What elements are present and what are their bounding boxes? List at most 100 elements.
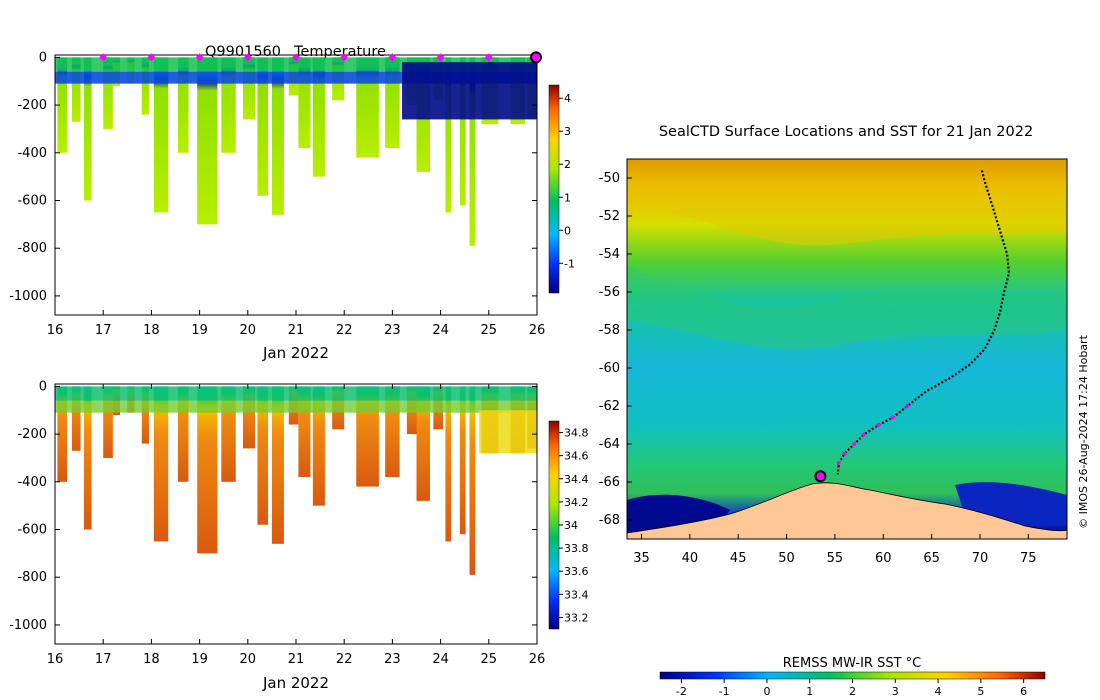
x-tick-label: 20 <box>240 323 257 338</box>
surface-marker <box>388 53 397 62</box>
latest-position-marker <box>814 470 827 483</box>
surface-mixed-layer <box>55 386 537 401</box>
colorbar-tick-label: 2 <box>564 158 571 171</box>
salinity-axes: 16 17 18 19 20 21 22 23 24 25 26 0 -200 -400 -600 -800 -… <box>9 379 545 667</box>
colorbar-tick-label: 6 <box>1020 685 1027 698</box>
colorbar-tick-label: 34 <box>564 519 578 532</box>
profile-column <box>459 386 466 535</box>
x-tick-label: 18 <box>143 323 160 338</box>
profile-column <box>57 386 68 482</box>
x-tick-label: 70 <box>972 551 989 566</box>
y-tick-label: -64 <box>599 437 620 452</box>
temperature-data-layer <box>55 57 537 246</box>
x-tick-label: 21 <box>288 323 305 338</box>
profile-column <box>257 57 269 196</box>
x-tick-label: 45 <box>730 551 747 566</box>
colorbar-tick-label: 1 <box>806 685 813 698</box>
colorbar-tick-label: 2 <box>849 685 856 698</box>
colorbar-tick-label: 3 <box>564 125 571 138</box>
colorbar-tick-label: 33.2 <box>564 611 589 624</box>
surface-marker <box>99 53 108 62</box>
x-tick-label: 23 <box>384 652 401 667</box>
salinity-colorbar <box>548 420 560 630</box>
profile-column <box>271 57 284 215</box>
salinity-xlabel: Jan 2022 <box>262 674 329 692</box>
colorbar-tick-label: 4 <box>935 685 942 698</box>
colorbar-tick-label: 0 <box>564 224 571 237</box>
recent-position <box>852 442 857 446</box>
profile-column <box>103 386 113 458</box>
surface-marker <box>292 53 300 62</box>
surface-marker <box>340 53 349 62</box>
x-tick-label: 35 <box>633 551 650 566</box>
y-tick-label: -60 <box>599 361 620 376</box>
profile-column <box>197 57 218 225</box>
profile-column <box>57 57 68 153</box>
y-tick-label: -800 <box>17 570 47 585</box>
profile-column <box>83 386 92 530</box>
temperature-title-id: Q9901560 <box>205 44 281 60</box>
profile-column <box>459 57 466 206</box>
credit-text: © IMOS 26-Aug-2024 17:24 Hobart <box>1077 334 1090 528</box>
x-tick-label: 65 <box>923 551 940 566</box>
recent-position <box>905 404 910 408</box>
sst-map-title: SealCTD Surface Locations and SST for 21… <box>659 124 1033 140</box>
recent-position <box>890 415 895 420</box>
colorbar-tick-label: 5 <box>977 685 984 698</box>
x-tick-label: 17 <box>95 652 112 667</box>
x-tick-label: 19 <box>191 652 208 667</box>
y-tick-label: -52 <box>599 209 620 224</box>
x-tick-label: 19 <box>191 323 208 338</box>
x-tick-label: 20 <box>240 652 257 667</box>
y-tick-label: -600 <box>17 194 47 209</box>
x-tick-label: 22 <box>336 323 353 338</box>
colorbar-tick-label: -1 <box>719 685 730 698</box>
profile-column <box>177 386 189 482</box>
recent-position <box>842 451 847 456</box>
colorbar-tick-label: -2 <box>676 685 687 698</box>
x-tick-label: 22 <box>336 652 353 667</box>
surface-marker <box>147 53 156 62</box>
winter-water-layer <box>55 71 537 84</box>
sst-colorbar-label: REMSS MW-IR SST °C <box>783 656 922 671</box>
x-tick-label: 60 <box>875 551 892 566</box>
colorbar-tick-label: 0 <box>763 685 770 698</box>
y-tick-label: -400 <box>17 475 47 490</box>
colorbar-tick-label: 33.4 <box>564 588 589 601</box>
temperature-panel: Q9901560 Temperature 16 17 18 19 20 21 22 23 24 2… <box>9 44 575 362</box>
colorbar-tick-label: 34.6 <box>564 450 589 463</box>
y-tick-label: -800 <box>17 241 47 256</box>
y-tick-label: -600 <box>17 523 47 538</box>
sst-map-axes: 35 40 45 50 55 60 65 70 75 -50 -52 -54 -56 -58 -60 -62 -… <box>599 171 1037 566</box>
salinity-panel: 16 17 18 19 20 21 22 23 24 25 26 0 -200 -400 -600 -800 -… <box>9 379 588 692</box>
green-band <box>627 265 1067 350</box>
profile-column <box>312 57 325 177</box>
x-tick-label: 25 <box>481 323 498 338</box>
y-tick-label: 0 <box>39 379 47 394</box>
profile-column <box>197 386 218 554</box>
cold-patch-west <box>627 494 730 539</box>
halocline-layer <box>55 400 537 413</box>
sst-colorbar-ticks: -2 -1 0 1 2 3 4 5 6 <box>676 679 1027 698</box>
temperature-title-var: Temperature <box>293 44 386 60</box>
colorbar-tick-label: 34.2 <box>564 496 589 509</box>
seal-track <box>814 170 1011 483</box>
salinity-colorbar-ticks: 33.2 33.4 33.6 33.8 34 34.2 34.4 34.6 34.8 <box>559 427 589 624</box>
y-tick-label: 0 <box>39 50 47 65</box>
x-tick-label: 40 <box>682 551 699 566</box>
profile-column <box>312 386 325 506</box>
surface-marker <box>484 53 493 62</box>
y-tick-label: -62 <box>599 399 620 414</box>
temperature-axes: 16 17 18 19 20 21 22 23 24 25 26 0 -200 -400 -600 -800 -… <box>9 50 545 338</box>
profile-column <box>71 386 81 451</box>
antarctic-land <box>626 482 1068 540</box>
x-tick-label: 24 <box>432 652 449 667</box>
surface-marker <box>243 53 252 62</box>
recent-position <box>861 432 866 437</box>
profile-column <box>416 386 430 501</box>
x-tick-label: 55 <box>827 551 844 566</box>
profile-column <box>153 386 169 542</box>
x-tick-label: 16 <box>47 652 64 667</box>
temperature-xlabel: Jan 2022 <box>262 344 329 362</box>
x-tick-label: 75 <box>1020 551 1037 566</box>
